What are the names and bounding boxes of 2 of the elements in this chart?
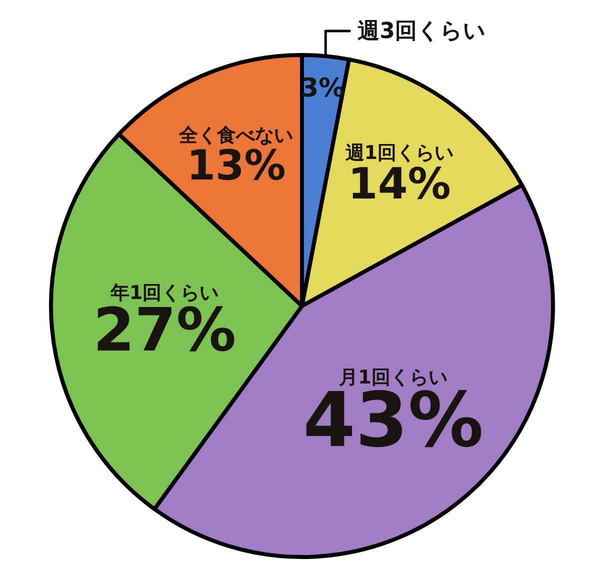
slice-label: 月1回くらい — [338, 366, 448, 388]
slice-label: 週3回くらい — [358, 19, 486, 44]
